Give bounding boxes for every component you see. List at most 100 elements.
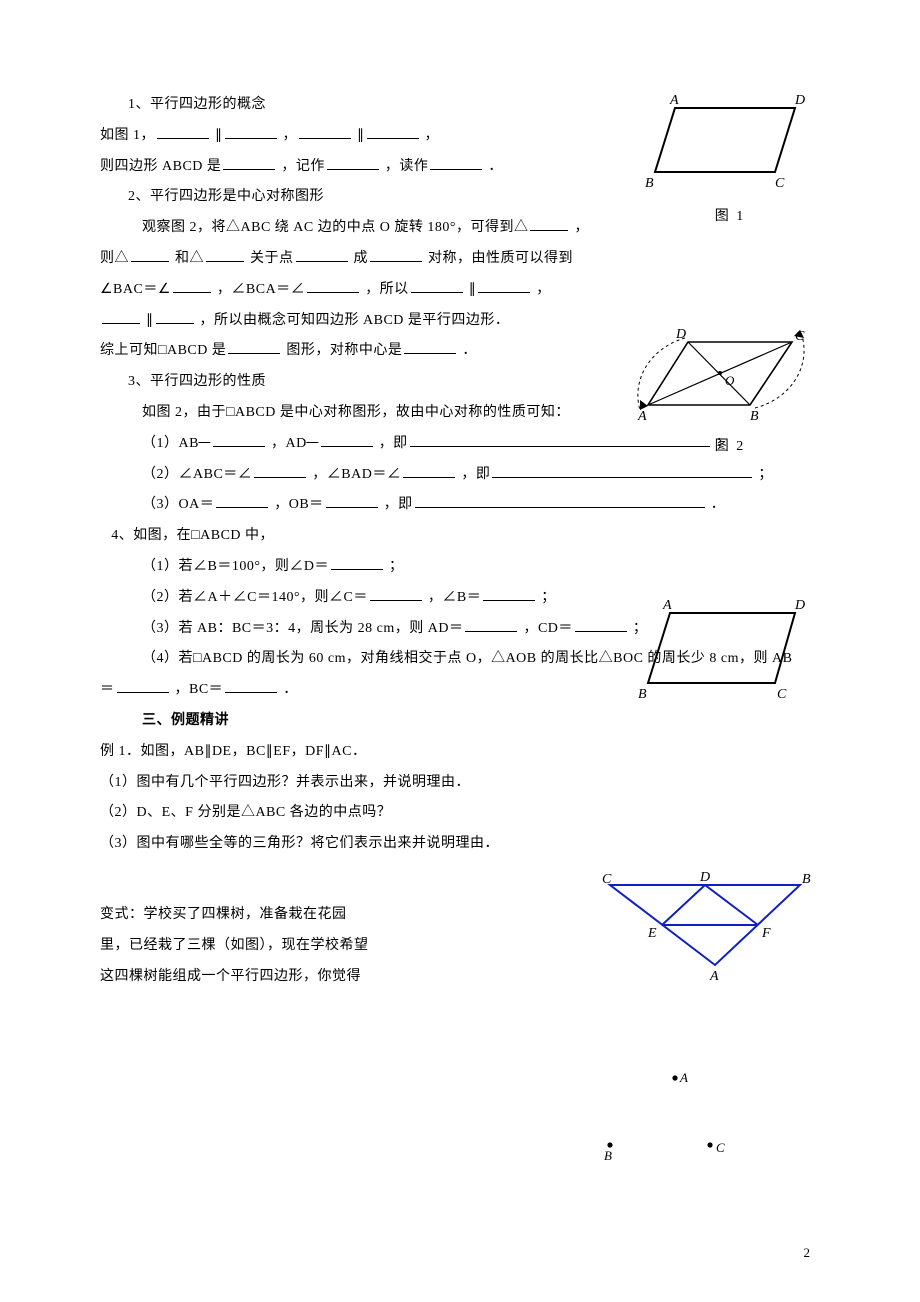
s2-line-1: 观察图 2，将△ABC 绕 AC 边的中点 O 旋转 180°，可得到△ ， xyxy=(100,213,830,244)
text: 则△ xyxy=(100,251,129,266)
text: （2）若∠A＋∠C＝140°，则∠C＝ xyxy=(142,590,368,605)
blank xyxy=(307,278,359,293)
text: ，读作 xyxy=(385,159,429,174)
s2-line-5: 综上可知□ABCD 是 图形，对称中心是 ． xyxy=(100,336,830,367)
text: ． xyxy=(462,343,477,358)
blank xyxy=(206,247,244,262)
text: 关于点 xyxy=(250,251,294,266)
svg-text:A: A xyxy=(709,969,719,984)
ex1-q2: （2）D、E、F 分别是△ABC 各边的中点吗？ xyxy=(100,798,830,829)
s4-item-3: （3）若 AB：BC＝3：4，周长为 28 cm，则 AD＝ ，CD＝ ； xyxy=(100,614,830,645)
section-1-title: 1、平行四边形的概念 xyxy=(100,90,830,121)
text: ，即 xyxy=(384,497,413,512)
svg-text:F: F xyxy=(761,926,771,941)
blank xyxy=(415,493,705,508)
section-2-title: 2、平行四边形是中心对称图形 xyxy=(100,182,830,213)
parallel-equal-icon xyxy=(198,436,211,443)
blank xyxy=(430,155,482,170)
blank xyxy=(367,124,419,139)
s3-line-1: 如图 2，由于□ABCD 是中心对称图形，故由中心对称的性质可知： xyxy=(100,398,830,429)
blank xyxy=(228,339,280,354)
parallel-equal-icon xyxy=(306,436,319,443)
blank xyxy=(370,586,422,601)
blank xyxy=(492,463,752,478)
section-4-title: 4、如图，在□ABCD 中， xyxy=(100,521,830,552)
s1-line-1: 如图 1， ∥ ， ∥ ， xyxy=(100,121,830,152)
ex1-q1: （1）图中有几个平行四边形？并表示出来，并说明理由． xyxy=(100,768,830,799)
blank xyxy=(225,124,277,139)
text: ∠BAC＝∠ xyxy=(100,282,171,297)
text: ． xyxy=(283,682,298,697)
text: ，BC＝ xyxy=(175,682,224,697)
blank xyxy=(370,247,422,262)
blank xyxy=(465,617,517,632)
text: ， xyxy=(574,220,589,235)
s1-line-2: 则四边形 ABCD 是 ，记作 ，读作 ． xyxy=(100,152,830,183)
svg-text:B: B xyxy=(604,1148,612,1163)
s2-line-4: ∥ ，所以由概念可知四边形 ABCD 是平行四边形． xyxy=(100,306,830,337)
blank xyxy=(411,278,463,293)
text: ∥ xyxy=(146,313,154,328)
text: ，AD xyxy=(271,436,307,451)
blank xyxy=(403,463,455,478)
text: ； xyxy=(389,559,404,574)
text: ，∠BAD＝∠ xyxy=(312,467,401,482)
text: ，CD＝ xyxy=(523,621,572,636)
s4-item-4: （4）若□ABCD 的周长为 60 cm，对角线相交于点 O，△AOB 的周长比… xyxy=(100,644,830,675)
text: 观察图 2，将△ABC 绕 AC 边的中点 O 旋转 180°，可得到△ xyxy=(142,220,528,235)
text: （1）若∠B＝100°，则∠D＝ xyxy=(142,559,329,574)
blank xyxy=(102,309,140,324)
blank xyxy=(483,586,535,601)
blank xyxy=(216,493,268,508)
svg-text:D: D xyxy=(699,870,710,885)
text: 则四边形 ABCD 是 xyxy=(100,159,221,174)
figure-4: C B D E F A xyxy=(590,865,820,985)
blank xyxy=(575,617,627,632)
page-number: 2 xyxy=(804,1239,811,1268)
text: ， xyxy=(536,282,551,297)
blank xyxy=(331,555,383,570)
s4-item-5: ＝ ，BC＝ ． xyxy=(100,675,830,706)
blank xyxy=(225,678,277,693)
blank xyxy=(404,339,456,354)
blank xyxy=(478,278,530,293)
blank xyxy=(327,155,379,170)
svg-text:C: C xyxy=(716,1140,725,1155)
text: ； xyxy=(716,436,731,451)
text: 如图 1， xyxy=(100,128,155,143)
blank xyxy=(410,432,710,447)
text: ，所以由概念可知四边形 ABCD 是平行四边形． xyxy=(200,313,510,328)
variant-line-2: 里，已经栽了三棵（如图），现在学校希望 xyxy=(100,931,420,962)
text: ∥ xyxy=(215,128,223,143)
blank xyxy=(117,678,169,693)
s4-item-2: （2）若∠A＋∠C＝140°，则∠C＝ ，∠B＝ ； xyxy=(100,583,830,614)
text: ＝ xyxy=(100,682,115,697)
examples-header: 三、例题精讲 xyxy=(100,706,830,737)
text: ∥ xyxy=(469,282,477,297)
text: （2）∠ABC＝∠ xyxy=(142,467,252,482)
blank xyxy=(321,432,373,447)
blank xyxy=(299,124,351,139)
text: ，所以 xyxy=(365,282,409,297)
text: 成 xyxy=(354,251,369,266)
blank xyxy=(326,493,378,508)
s3-item-3: （3）OA＝ ，OB＝ ，即 ． xyxy=(100,490,830,521)
blank xyxy=(223,155,275,170)
text: ． xyxy=(711,497,726,512)
text: （4）若□ABCD 的周长为 60 cm，对角线相交于点 O，△AOB 的周长比… xyxy=(142,651,792,666)
text: ； xyxy=(758,467,773,482)
blank xyxy=(296,247,348,262)
text: （3）若 AB：BC＝3：4，周长为 28 cm，则 AD＝ xyxy=(142,621,463,636)
text: ，∠B＝ xyxy=(428,590,481,605)
blank xyxy=(156,309,194,324)
ex1-title: 例 1．如图，AB∥DE，BC∥EF，DF∥AC． xyxy=(100,737,830,768)
figure-5: A B C xyxy=(580,1060,760,1170)
text: ； xyxy=(541,590,556,605)
text: 图形，对称中心是 xyxy=(286,343,402,358)
blank xyxy=(173,278,211,293)
s3-item-1: （1）AB ，AD ，即 ； xyxy=(100,429,830,460)
s2-line-2: 则△ 和△ 关于点 成 对称，由性质可以得到 xyxy=(100,244,830,275)
svg-text:B: B xyxy=(802,872,811,887)
text: ， xyxy=(425,128,440,143)
ex1-q3: （3）图中有哪些全等的三角形？将它们表示出来并说明理由． xyxy=(100,829,830,860)
